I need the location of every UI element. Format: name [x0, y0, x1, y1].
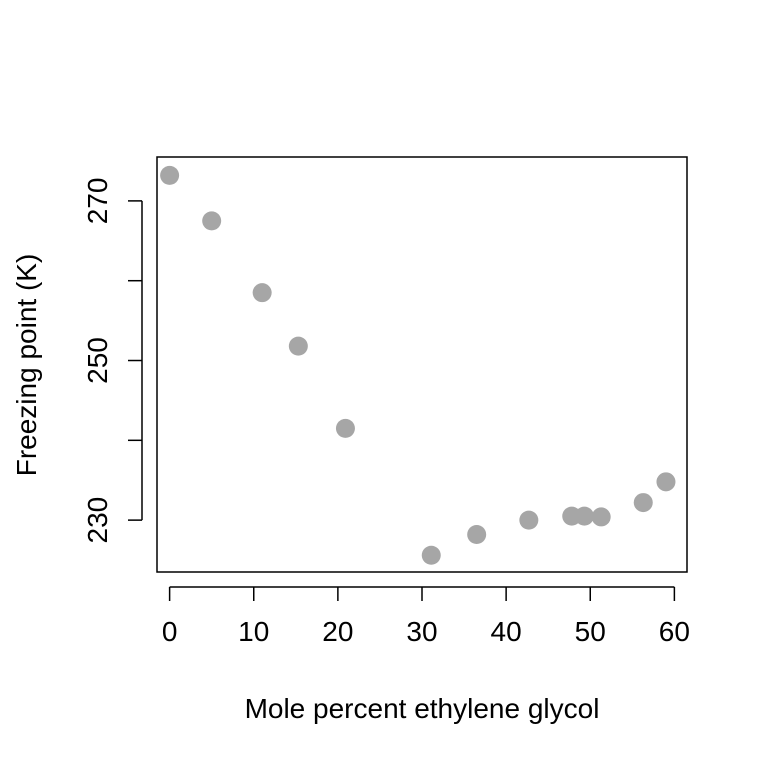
x-tick-label: 50 [575, 616, 606, 647]
data-point [633, 493, 653, 513]
x-tick-label: 30 [406, 616, 437, 647]
y-tick-label: 270 [82, 178, 113, 225]
y-axis: 230 250 270 [82, 178, 143, 544]
data-points [160, 165, 676, 565]
data-point [288, 336, 308, 356]
data-point [202, 211, 222, 231]
x-tick-label: 0 [162, 616, 178, 647]
data-point [519, 510, 539, 530]
data-point [591, 507, 611, 527]
x-tick-label: 20 [322, 616, 353, 647]
plot-frame [156, 156, 688, 573]
data-point [656, 472, 676, 492]
data-point [574, 506, 594, 526]
y-tick-label: 230 [82, 497, 113, 544]
data-point [160, 165, 180, 185]
y-tick-label: 250 [82, 337, 113, 384]
x-tick-label: 40 [491, 616, 522, 647]
data-point [335, 418, 355, 438]
data-point [421, 545, 441, 565]
data-point [467, 524, 487, 544]
data-point [252, 283, 272, 303]
x-axis-label: Mole percent ethylene glycol [245, 693, 600, 724]
x-axis: 0 10 20 30 40 50 60 [162, 586, 690, 647]
x-tick-label: 10 [238, 616, 269, 647]
y-axis-label: Freezing point (K) [11, 254, 42, 477]
x-tick-label: 60 [659, 616, 690, 647]
